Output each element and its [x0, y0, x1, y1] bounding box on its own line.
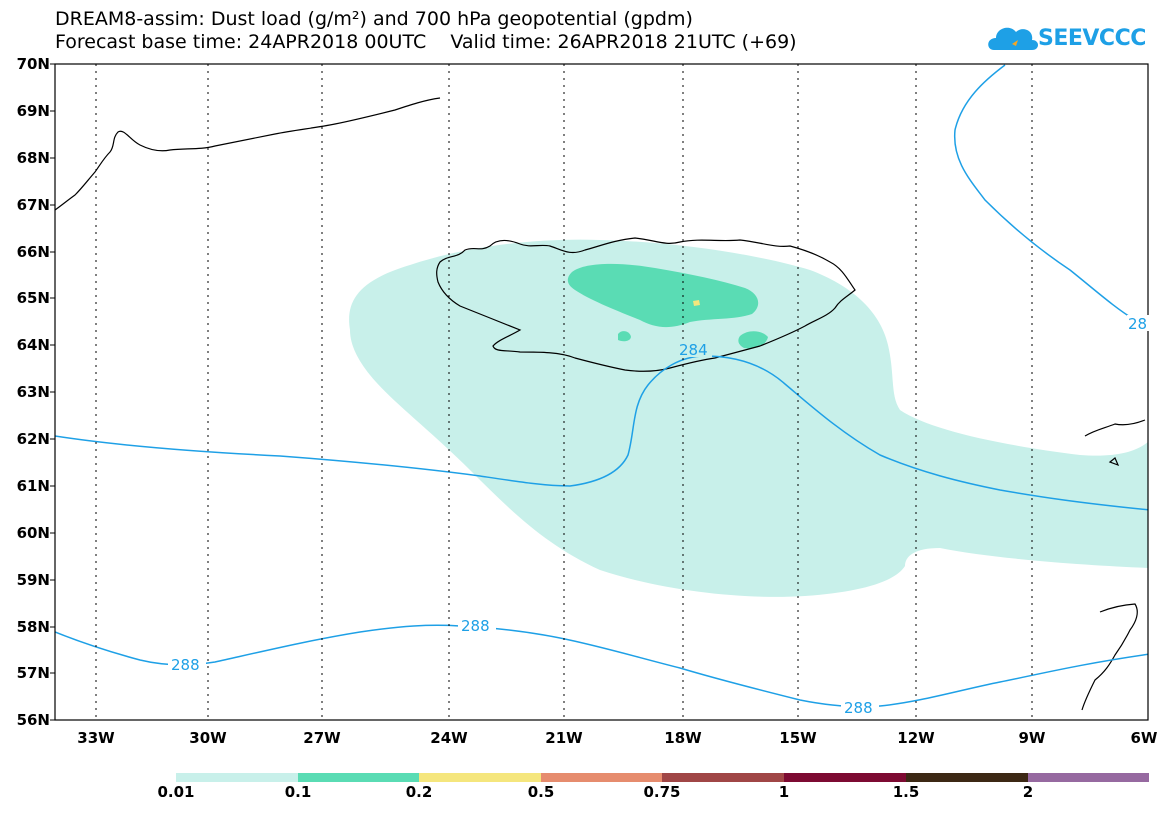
contour-labels: 284 288 288 288 28 [168, 315, 1149, 717]
lat-label-61n: 61N [16, 477, 50, 495]
coastline-faroe-scotland [1081, 419, 1146, 711]
lon-label-24w: 24W [430, 729, 468, 747]
geopotential-contours [55, 64, 1148, 708]
axis-ticks [50, 63, 55, 721]
lon-label-9w: 9W [1018, 729, 1046, 747]
contour-label-284: 284 [679, 341, 708, 359]
contour-label-288-b: 288 [171, 656, 200, 674]
lon-label-12w: 12W [897, 729, 935, 747]
contour-label-edge: 28 [1128, 315, 1147, 333]
dust-region-mid [567, 263, 759, 328]
lat-label-64n: 64N [16, 336, 50, 354]
dust-region-low [349, 239, 1148, 597]
colorbar-label-2: 2 [1022, 783, 1034, 801]
graticule [95, 64, 1033, 720]
lat-label-59n: 59N [16, 571, 50, 589]
lon-label-21w: 21W [545, 729, 583, 747]
colorbar-label-0-2: 0.2 [405, 783, 433, 801]
dust-region-mid-small-2 [738, 331, 768, 349]
colorbar-label-1-5: 1.5 [892, 783, 920, 801]
logo-text: SEEVCCC [1038, 26, 1146, 51]
lon-label-6w: 6W [1130, 729, 1158, 747]
lat-label-67n: 67N [16, 196, 50, 214]
colorbar-label-0-1: 0.1 [284, 783, 312, 801]
chart-title: DREAM8-assim: Dust load (g/m²) and 700 h… [55, 8, 693, 30]
lon-label-18w: 18W [664, 729, 702, 747]
lon-label-33w: 33W [77, 729, 115, 747]
lat-label-62n: 62N [16, 430, 50, 448]
lat-label-69n: 69N [16, 102, 50, 120]
colorbar-label-0-75: 0.75 [643, 783, 681, 801]
contour-label-288-a: 288 [461, 617, 490, 635]
lat-label-58n: 58N [16, 618, 50, 636]
lat-label-70n: 70N [16, 55, 50, 73]
dust-region-high [693, 300, 700, 306]
lat-label-66n: 66N [16, 243, 50, 261]
lat-label-56n: 56N [16, 711, 50, 729]
lon-label-15w: 15W [779, 729, 817, 747]
contour-label-288-c: 288 [844, 699, 873, 717]
lon-label-30w: 30W [189, 729, 227, 747]
coastline-greenland [55, 97, 441, 211]
coastline-iceland [436, 237, 856, 372]
chart-subtitle: Forecast base time: 24APR2018 00UTC Vali… [55, 31, 797, 53]
lat-label-60n: 60N [16, 524, 50, 542]
lat-label-65n: 65N [16, 289, 50, 307]
lat-label-68n: 68N [16, 149, 50, 167]
colorbar-label-0-5: 0.5 [527, 783, 555, 801]
colorbar-label-1: 1 [778, 783, 790, 801]
colorbar-label-0-01: 0.01 [157, 783, 195, 801]
lon-label-27w: 27W [303, 729, 341, 747]
lat-label-63n: 63N [16, 383, 50, 401]
seevccc-logo-icon [988, 27, 1038, 50]
lat-label-57n: 57N [16, 664, 50, 682]
colorbar [176, 773, 1149, 782]
dust-region-mid-small-1 [618, 331, 631, 342]
